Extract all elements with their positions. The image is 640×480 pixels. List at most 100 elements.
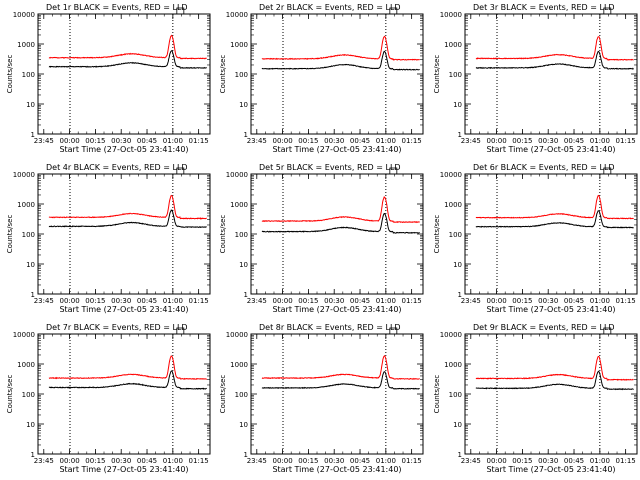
x-tick-label: 00:30	[111, 297, 131, 305]
marker-box	[389, 7, 398, 15]
y-tick-label: 10000	[13, 331, 35, 339]
y-tick-label: 1	[458, 131, 462, 139]
x-tick-label: 00:00	[59, 137, 79, 145]
x-tick-label: 01:00	[163, 457, 183, 465]
x-tick-label: 00:15	[85, 457, 105, 465]
detector-panel-6: Det 6r BLACK = Events, RED = LLD 1 10 100 10…	[433, 163, 638, 314]
marker-box	[389, 327, 398, 335]
y-tick-label: 100	[22, 391, 35, 399]
y-tick-label: 10	[239, 421, 248, 429]
marker-box	[389, 167, 398, 175]
x-tick-label: 01:00	[590, 297, 610, 305]
y-tick-label: 10000	[13, 11, 35, 19]
x-axis-label: Start Time (27-Oct-05 23:41:40)	[272, 145, 401, 154]
panel-title: Det 6r BLACK = Events, RED = LLD	[473, 163, 615, 172]
x-tick-label: 01:15	[402, 297, 422, 305]
lld-series-line	[475, 194, 634, 220]
x-axis-label: Start Time (27-Oct-05 23:41:40)	[486, 465, 615, 474]
y-tick-label: 10000	[440, 331, 462, 339]
x-tick-label: 00:45	[137, 137, 157, 145]
x-tick-label: 00:15	[85, 297, 105, 305]
x-tick-label: 01:00	[590, 137, 610, 145]
y-axis-label: Counts/sec	[219, 55, 227, 94]
x-tick-label: 00:45	[564, 457, 584, 465]
events-series-line	[48, 50, 207, 69]
y-tick-label: 1	[31, 291, 35, 299]
y-tick-label: 1	[31, 451, 35, 459]
y-axis-label: Counts/sec	[433, 375, 441, 414]
lld-series-line	[261, 196, 420, 224]
y-tick-label: 10000	[440, 11, 462, 19]
y-tick-label: 10	[239, 261, 248, 269]
y-axis-label: Counts/sec	[219, 215, 227, 254]
x-tick-label: 00:00	[486, 137, 506, 145]
y-tick-label: 10	[453, 101, 462, 109]
y-tick-label: 100	[235, 391, 248, 399]
lld-series-line	[261, 35, 420, 61]
y-tick-label: 1000	[444, 201, 462, 209]
events-series-line	[261, 213, 420, 234]
x-tick-label: 00:15	[298, 457, 318, 465]
plot-frame	[250, 173, 424, 295]
x-tick-label: 00:15	[85, 137, 105, 145]
y-axis-label: Counts/sec	[6, 375, 14, 414]
y-axis-label: Counts/sec	[6, 55, 14, 94]
events-series-line	[475, 370, 634, 391]
plot-frame	[464, 13, 638, 135]
marker-box	[176, 7, 185, 15]
panel-title: Det 9r BLACK = Events, RED = LLD	[473, 323, 615, 332]
x-tick-label: 00:30	[111, 137, 131, 145]
x-tick-label: 01:15	[189, 137, 209, 145]
x-tick-label: 00:00	[59, 297, 79, 305]
x-tick-label: 01:15	[189, 457, 209, 465]
marker-box	[176, 167, 185, 175]
y-tick-label: 10000	[13, 171, 35, 179]
y-tick-label: 100	[449, 391, 462, 399]
detector-panel-9: Det 9r BLACK = Events, RED = LLD 1 10 100 10…	[433, 323, 638, 474]
x-axis-label: Start Time (27-Oct-05 23:41:40)	[272, 305, 401, 314]
y-tick-label: 10000	[226, 331, 248, 339]
x-tick-label: 23:45	[247, 297, 267, 305]
panel-title: Det 3r BLACK = Events, RED = LLD	[473, 3, 615, 12]
y-tick-label: 100	[22, 71, 35, 79]
x-tick-label: 00:00	[59, 457, 79, 465]
y-tick-label: 10000	[226, 11, 248, 19]
y-tick-label: 10000	[440, 171, 462, 179]
x-tick-label: 00:30	[538, 297, 558, 305]
x-tick-label: 00:15	[512, 297, 532, 305]
plot-frame	[37, 333, 211, 455]
events-series-line	[261, 371, 420, 390]
x-axis-label: Start Time (27-Oct-05 23:41:40)	[59, 305, 188, 314]
y-tick-label: 100	[449, 231, 462, 239]
x-tick-label: 01:00	[163, 297, 183, 305]
panel-title: Det 7r BLACK = Events, RED = LLD	[46, 323, 188, 332]
x-tick-label: 23:45	[247, 137, 267, 145]
y-tick-label: 10	[26, 261, 35, 269]
y-tick-label: 1	[244, 451, 248, 459]
x-tick-label: 00:30	[111, 457, 131, 465]
x-axis-label: Start Time (27-Oct-05 23:41:40)	[486, 145, 615, 154]
lld-series-line	[48, 355, 208, 380]
x-tick-label: 01:15	[616, 137, 636, 145]
y-tick-label: 1	[458, 291, 462, 299]
x-tick-label: 01:00	[163, 137, 183, 145]
lld-series-line	[261, 355, 420, 380]
plot-frame	[37, 173, 211, 295]
x-tick-label: 23:45	[461, 457, 481, 465]
y-axis-label: Counts/sec	[6, 215, 14, 254]
lld-series-line	[48, 194, 207, 220]
x-tick-label: 00:45	[564, 297, 584, 305]
x-tick-label: 00:30	[324, 297, 344, 305]
plot-frame	[250, 13, 424, 135]
y-tick-label: 100	[235, 231, 248, 239]
x-tick-label: 01:15	[402, 137, 422, 145]
marker-box	[603, 167, 612, 175]
x-tick-label: 00:30	[538, 137, 558, 145]
y-tick-label: 1000	[230, 41, 248, 49]
x-tick-label: 01:15	[189, 297, 209, 305]
panel-title: Det 8r BLACK = Events, RED = LLD	[259, 323, 401, 332]
x-tick-label: 00:15	[512, 457, 532, 465]
lld-series-line	[475, 355, 634, 381]
y-tick-label: 10	[26, 101, 35, 109]
y-tick-label: 1	[244, 291, 248, 299]
